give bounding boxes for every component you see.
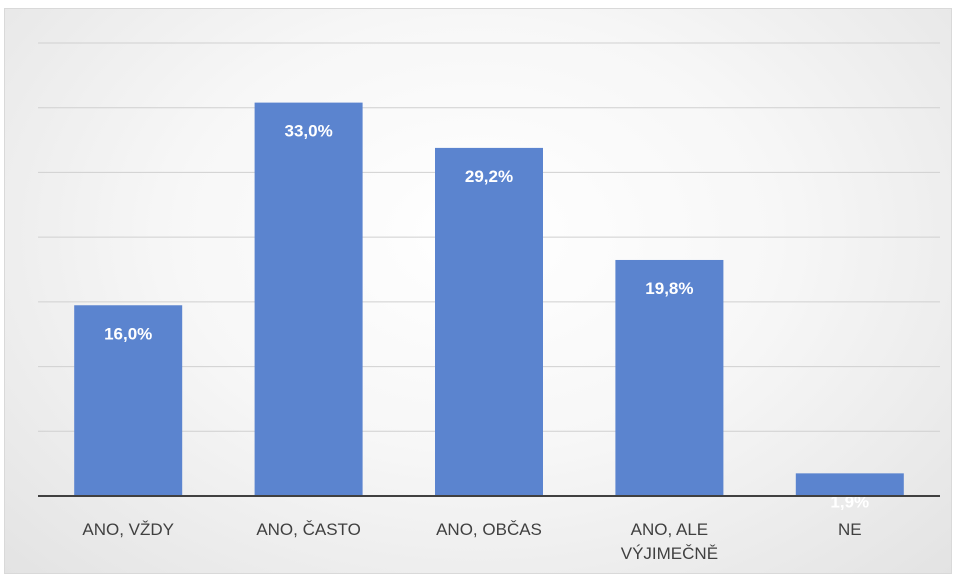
category-labels: ANO, VŽDY ANO, ČASTO ANO, OBČAS ANO, ALE VÝJ… [82,520,861,563]
bar-4 [615,259,724,496]
bar-2 [254,102,363,497]
data-label-2: 33,0% [284,122,332,141]
data-label-3: 29,2% [465,167,513,186]
data-label-1: 16,0% [104,324,152,343]
category-label-2: ANO, ČASTO [256,520,361,539]
bars [74,102,904,497]
data-labels: 16,0% 33,0% 29,2% 19,8% 1,9% [104,122,869,512]
bar-3 [435,147,543,496]
data-label-4: 19,8% [645,279,693,298]
category-label-4: ANO, ALE VÝJIMEČNĚ [621,520,718,563]
category-label-1: ANO, VŽDY [82,520,174,539]
category-label-5: NE [838,520,862,539]
bar-1 [74,305,183,496]
category-label-3: ANO, OBČAS [436,520,542,539]
data-label-5: 1,9% [830,492,869,511]
bar-5 [795,473,904,496]
